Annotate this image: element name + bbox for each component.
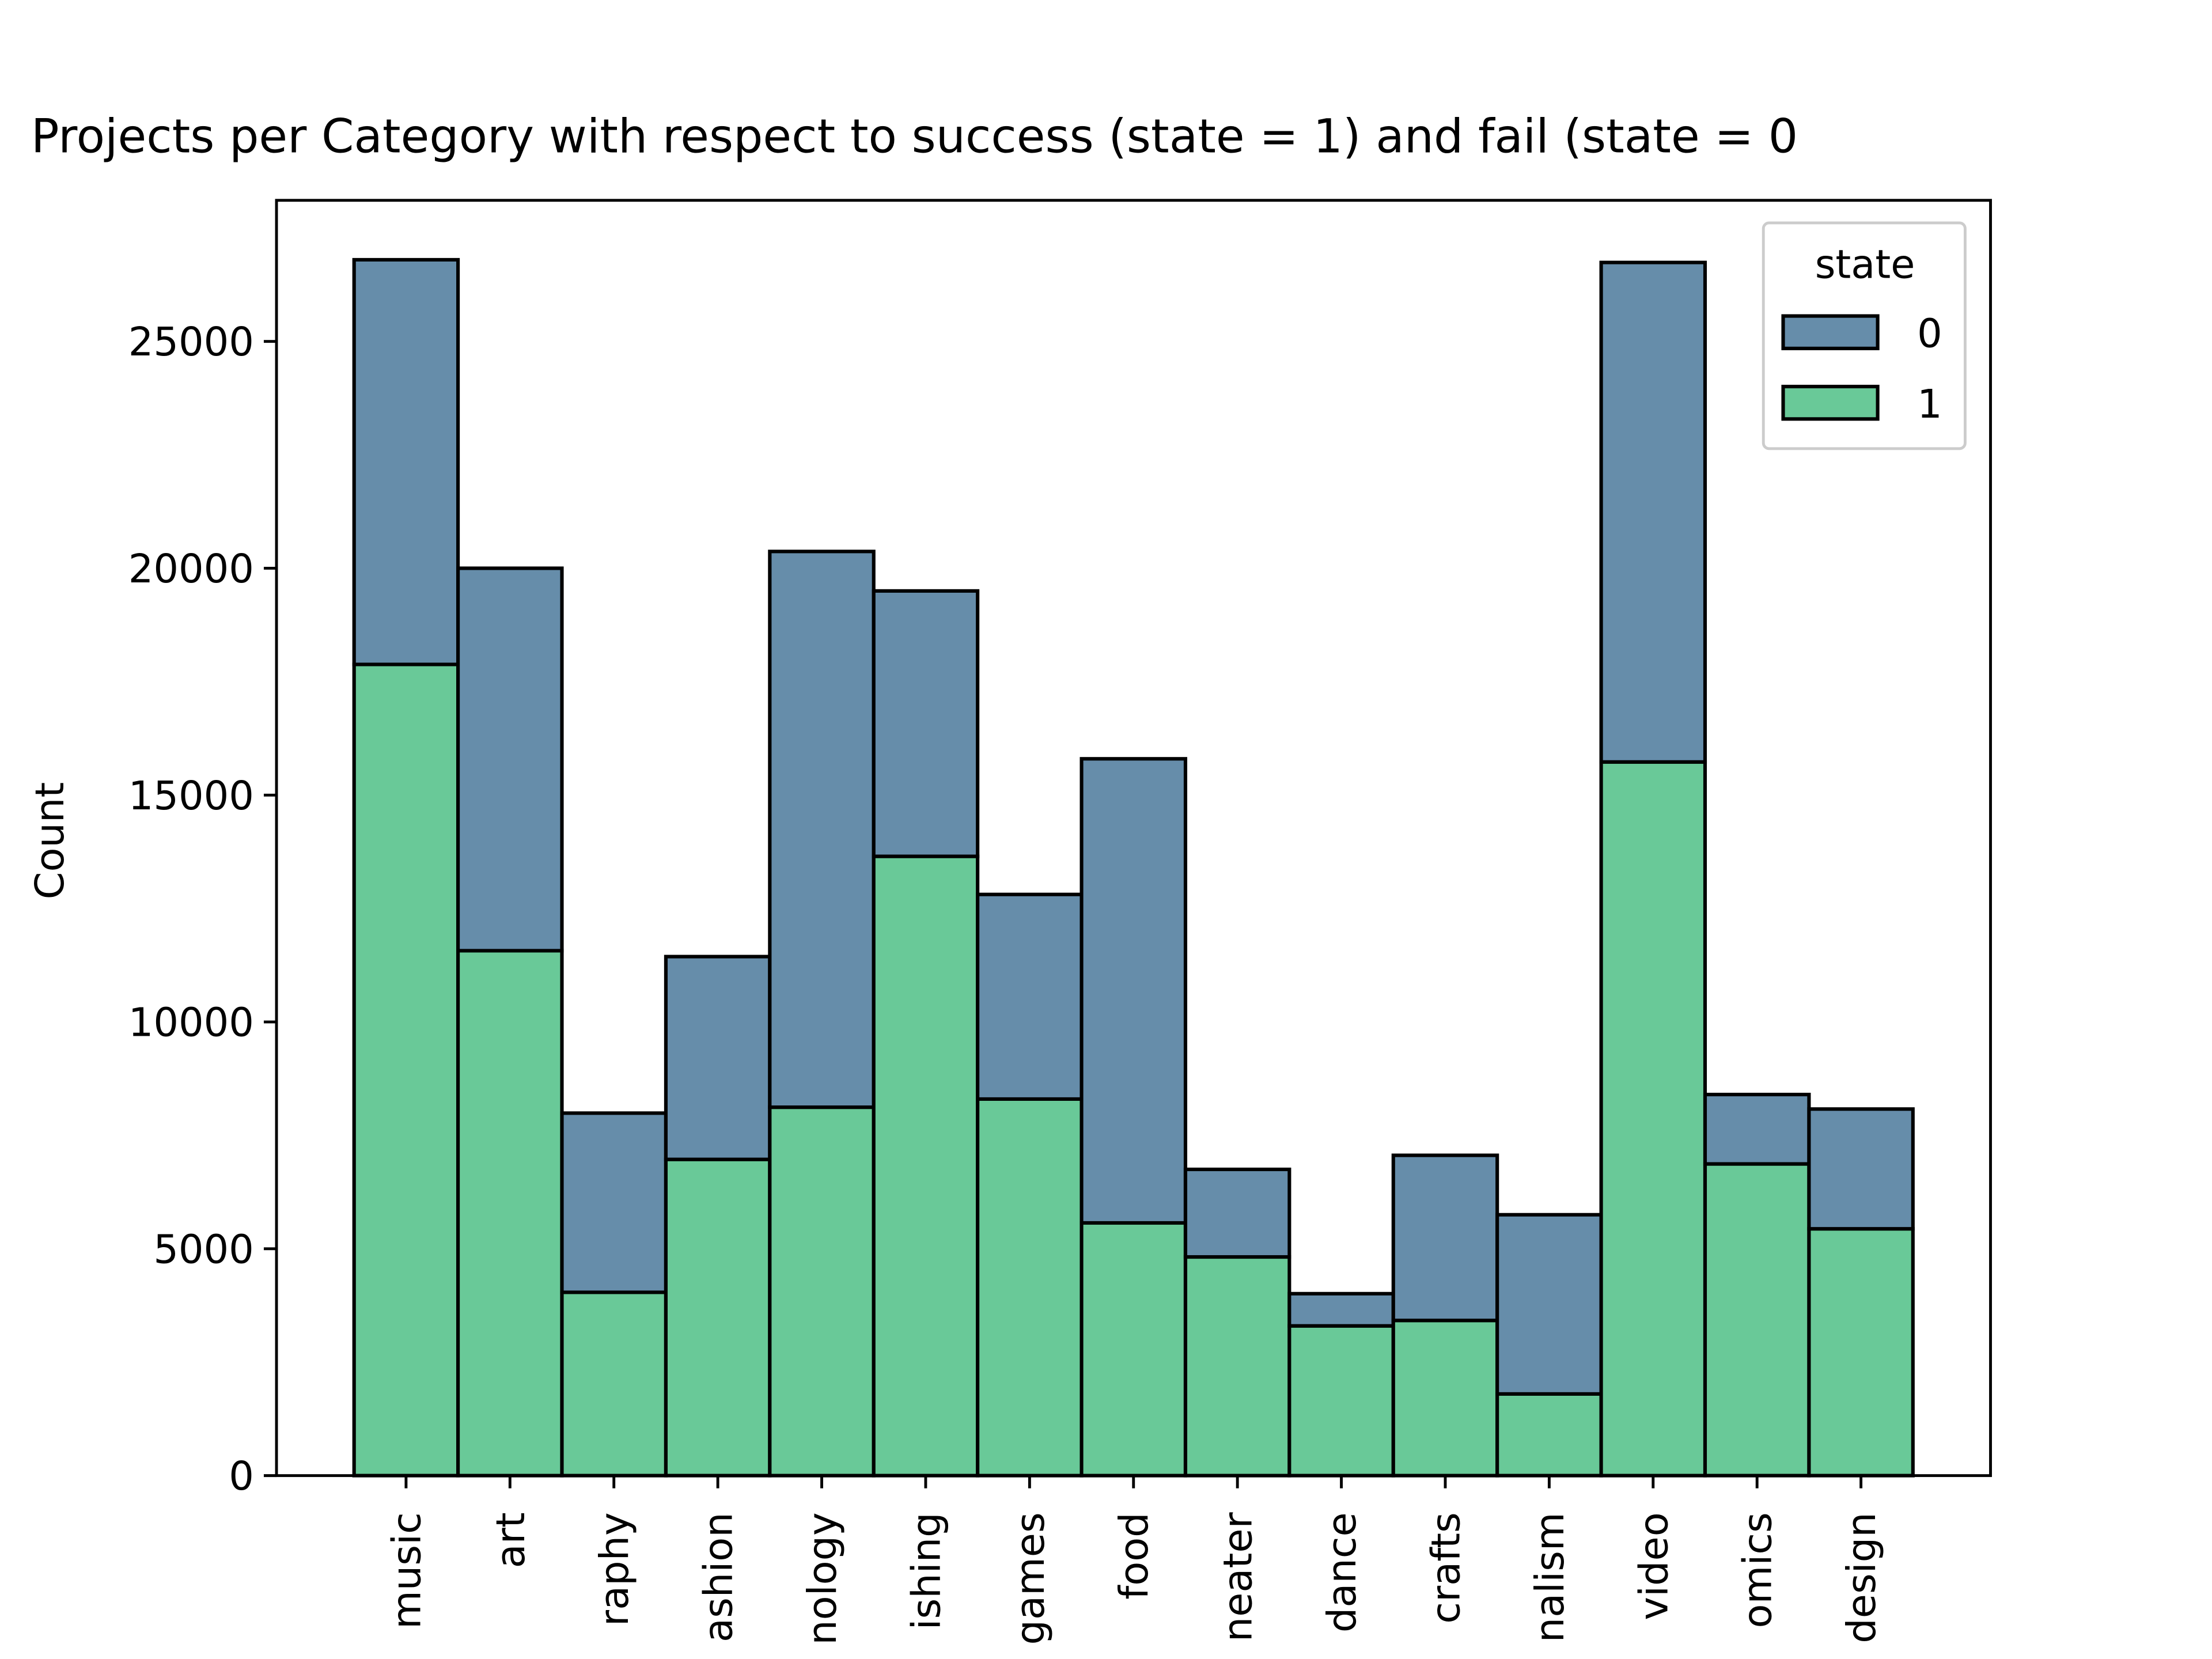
bar-segment <box>352 662 460 1478</box>
bar-segment <box>1807 1107 1915 1231</box>
bar-segment <box>1495 1213 1603 1396</box>
x-tick-label: music <box>384 1512 430 1629</box>
x-tick-label: food <box>1111 1512 1157 1600</box>
x-tick-label: omics <box>1735 1512 1781 1628</box>
chart-title: Projects per Category with respect to su… <box>31 109 1798 164</box>
x-tick-label: crafts <box>1423 1512 1469 1623</box>
bar-segment <box>1183 1255 1291 1478</box>
y-tick-label: 15000 <box>128 773 254 819</box>
plot-frame <box>275 199 1992 1478</box>
legend-label: 0 <box>1917 310 1942 357</box>
x-tick-label: design <box>1839 1512 1885 1643</box>
x-tick-label: nalism <box>1527 1512 1573 1642</box>
bar-segment <box>456 949 564 1478</box>
bar-segment <box>664 1157 772 1478</box>
x-tick-label: dance <box>1319 1512 1365 1633</box>
legend-swatch <box>1781 314 1880 350</box>
bar-segment <box>1391 1319 1499 1478</box>
legend-label: 1 <box>1917 381 1942 427</box>
bar-segment <box>1080 1221 1188 1478</box>
x-tick-label: neater <box>1215 1512 1262 1642</box>
bar-segment <box>1183 1167 1291 1259</box>
bar-segment <box>1287 1291 1395 1328</box>
bar-segment <box>872 589 980 858</box>
bar-segment <box>456 566 564 953</box>
y-axis-label: Count <box>27 782 73 900</box>
bar-segment <box>1080 757 1188 1225</box>
bar-segment <box>560 1111 668 1294</box>
bar-segment <box>1391 1153 1499 1323</box>
bar-segment <box>768 1105 876 1478</box>
y-tick-label: 10000 <box>128 1000 254 1046</box>
x-tick-label: ashion <box>696 1512 742 1642</box>
y-tick-label: 0 <box>229 1453 254 1499</box>
x-tick-label: ishing <box>903 1512 949 1630</box>
bar-segment <box>1703 1093 1811 1166</box>
bar-segment <box>768 550 876 1109</box>
x-tick-label: games <box>1007 1512 1054 1645</box>
y-tick-label: 25000 <box>128 319 254 365</box>
y-tick-label: 5000 <box>153 1226 253 1272</box>
bar-segment <box>1599 260 1707 764</box>
legend-title: state <box>1815 241 1915 287</box>
bar-segment <box>352 257 460 666</box>
bar-segment <box>1495 1392 1603 1478</box>
bar-segment <box>976 892 1084 1101</box>
bar-segment <box>976 1097 1084 1478</box>
x-tick-label: art <box>488 1512 534 1568</box>
x-tick-label: video <box>1631 1512 1677 1620</box>
bar-segment <box>1807 1227 1915 1478</box>
bar-segment <box>664 955 772 1161</box>
bar-segment <box>1703 1162 1811 1478</box>
bar-segment <box>560 1290 668 1478</box>
bar-segment <box>1599 760 1707 1478</box>
y-tick-label: 20000 <box>128 546 254 592</box>
x-tick-label: nology <box>800 1512 846 1645</box>
bar-segment <box>872 854 980 1478</box>
x-tick-label: raphy <box>592 1512 638 1626</box>
bar-segment <box>1287 1324 1395 1478</box>
legend-swatch <box>1781 384 1880 421</box>
